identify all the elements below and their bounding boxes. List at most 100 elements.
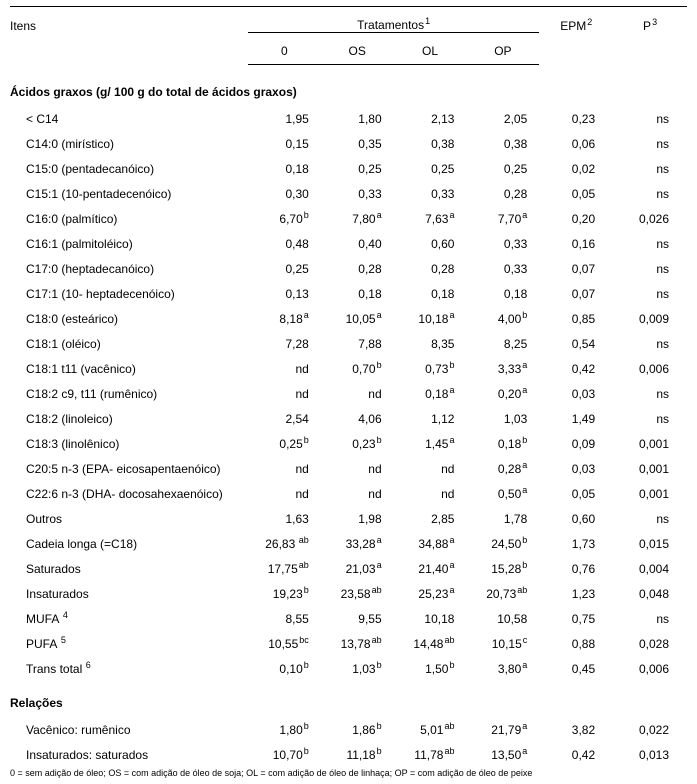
significance-sup: b <box>304 585 309 595</box>
value-cell: 11,18b <box>321 737 394 762</box>
cell-value: 11,78 <box>414 748 443 762</box>
cell-value: 0,18 <box>425 387 448 401</box>
value-cell: 1,73 <box>539 526 613 551</box>
value-cell: 7,88 <box>321 326 394 351</box>
cell-value: nd <box>295 362 308 376</box>
hdr-blank-epm <box>539 33 613 65</box>
cell-value: 1,98 <box>358 512 381 526</box>
cell-value: 0,048 <box>639 587 669 601</box>
value-cell: 0,026 <box>613 201 687 226</box>
significance-sup: ab <box>444 635 454 645</box>
value-cell: ns <box>613 176 687 201</box>
value-cell: 0,022 <box>613 712 687 737</box>
cell-value: 21,79 <box>491 723 521 737</box>
section-acidos: Ácidos graxos (g/ 100 g do total de ácid… <box>10 65 687 102</box>
value-cell: 0,38 <box>466 126 539 151</box>
value-cell: 7,80a <box>321 201 394 226</box>
value-cell: 2,05 <box>466 101 539 126</box>
cell-value: 0,03 <box>572 462 595 476</box>
cell-value: 8,55 <box>285 612 308 626</box>
cell-value: 0,009 <box>639 312 669 326</box>
cell-value: 10,18 <box>424 612 454 626</box>
value-cell: nd <box>248 351 321 376</box>
cell-value: nd <box>441 487 454 501</box>
section-relacoes-title: Relações <box>10 676 687 712</box>
value-cell: 0,05 <box>539 176 613 201</box>
cell-value: 0,33 <box>358 187 381 201</box>
table-row: Insaturados19,23b23,58ab25,23a20,73ab1,2… <box>10 576 687 601</box>
cell-value: 25,23 <box>418 587 448 601</box>
table-container: Itens Tratamentos1 EPM2 P3 0 OS OL OP Ác… <box>0 0 697 784</box>
item-label: C18:3 (linolênico) <box>26 437 119 451</box>
value-cell: 4,00b <box>466 301 539 326</box>
value-cell: 0,028 <box>613 626 687 651</box>
value-cell: 0,73b <box>394 351 467 376</box>
cell-value: 7,80 <box>352 212 375 226</box>
item-label: C15:1 (10-pentadecenóico) <box>26 187 171 201</box>
cell-value: 0,18 <box>431 287 454 301</box>
value-cell: 1,23 <box>539 576 613 601</box>
value-cell: 0,85 <box>539 301 613 326</box>
value-cell: 0,54 <box>539 326 613 351</box>
item-cell: C20:5 n-3 (EPA- eicosapentaenóico) <box>10 451 248 476</box>
value-cell: nd <box>321 451 394 476</box>
cell-value: 1,49 <box>572 412 595 426</box>
value-cell: 0,42 <box>539 351 613 376</box>
cell-value: 10,58 <box>497 612 527 626</box>
cell-value: 0,20 <box>572 212 595 226</box>
cell-value: nd <box>368 387 381 401</box>
value-cell: 0,50a <box>466 476 539 501</box>
value-cell: 15,28b <box>466 551 539 576</box>
cell-value: 0,18 <box>358 287 381 301</box>
cell-value: 0,88 <box>572 637 595 651</box>
value-cell: nd <box>394 451 467 476</box>
value-cell: 0,16 <box>539 226 613 251</box>
cell-value: 0,25 <box>504 162 527 176</box>
cell-value: 17,75 <box>268 562 298 576</box>
value-cell: 0,25 <box>394 151 467 176</box>
significance-sup: ab <box>299 560 309 570</box>
value-cell: 1,98 <box>321 501 394 526</box>
item-label: C20:5 n-3 (EPA- eicosapentaenóico) <box>26 462 221 476</box>
hdr-p-sup: 3 <box>652 17 657 27</box>
table-row: Vacênico: rumênico1,80b1,86b5,01ab21,79a… <box>10 712 687 737</box>
value-cell: 0,001 <box>613 476 687 501</box>
cell-value: ns <box>656 512 669 526</box>
value-cell: 5,01ab <box>394 712 467 737</box>
cell-value: nd <box>368 487 381 501</box>
significance-sup: ab <box>372 585 382 595</box>
significance-sup: bc <box>299 635 309 645</box>
value-cell: 10,05a <box>321 301 394 326</box>
value-cell: 0,20 <box>539 201 613 226</box>
cell-value: 0,001 <box>639 437 669 451</box>
table-row: PUFA 510,55bc13,78ab14,48ab10,15c0,880,0… <box>10 626 687 651</box>
table-row: C18:0 (esteárico)8,18a10,05a10,18a4,00b0… <box>10 301 687 326</box>
value-cell: 0,004 <box>613 551 687 576</box>
value-cell: 0,07 <box>539 251 613 276</box>
value-cell: 0,76 <box>539 551 613 576</box>
hdr-blank-p <box>613 33 687 65</box>
value-cell: 25,23a <box>394 576 467 601</box>
cell-value: nd <box>441 462 454 476</box>
value-cell: 6,70b <box>248 201 321 226</box>
value-cell: 1,49 <box>539 401 613 426</box>
value-cell: ns <box>613 501 687 526</box>
value-cell: 1,80b <box>248 712 321 737</box>
table-row: C20:5 n-3 (EPA- eicosapentaenóico)ndndnd… <box>10 451 687 476</box>
cell-value: 0,03 <box>572 387 595 401</box>
cell-value: 0,20 <box>498 387 521 401</box>
table-row: < C141,951,802,132,050,23ns <box>10 101 687 126</box>
significance-sup: a <box>522 721 527 731</box>
value-cell: 0,60 <box>394 226 467 251</box>
cell-value: ns <box>656 412 669 426</box>
cell-value: 0,10 <box>279 662 302 676</box>
cell-value: nd <box>295 487 308 501</box>
item-cell: PUFA 5 <box>10 626 248 651</box>
hdr-tratamentos-text: Tratamentos <box>357 18 424 32</box>
value-cell: 17,75ab <box>248 551 321 576</box>
cell-value: 0,022 <box>639 723 669 737</box>
item-cell: MUFA 4 <box>10 601 248 626</box>
table-row: C16:0 (palmítico)6,70b7,80a7,63a7,70a0,2… <box>10 201 687 226</box>
table-row: Cadeia longa (=C18)26,83 ab33,28a34,88a2… <box>10 526 687 551</box>
cell-value: 0,28 <box>498 462 521 476</box>
